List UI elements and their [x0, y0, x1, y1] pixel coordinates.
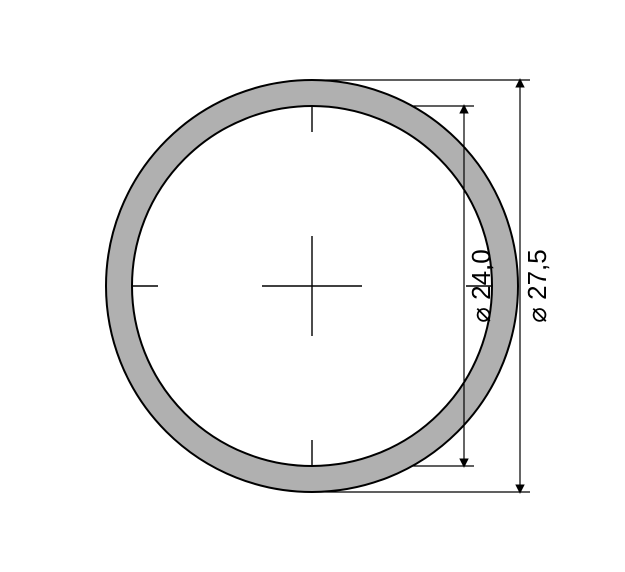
dimension-label-outer-diameter: ⌀ 27,5 — [522, 249, 552, 323]
dimension-label-inner-diameter: ⌀ 24,0 — [466, 249, 496, 323]
diagram-canvas: ⌀ 27,5 ⌀ 24,0 — [0, 0, 625, 572]
